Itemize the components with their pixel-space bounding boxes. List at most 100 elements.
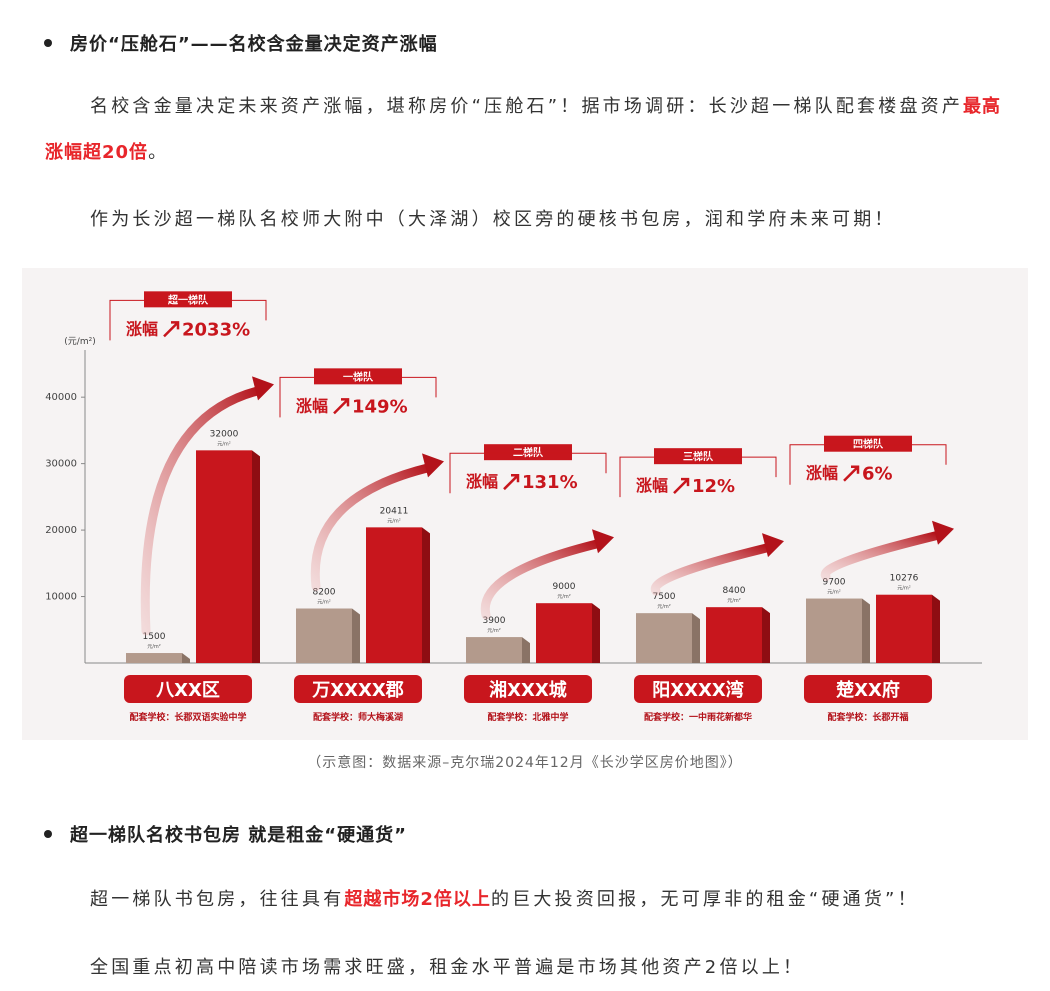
- bar-side: [592, 603, 600, 663]
- bar: [536, 603, 592, 663]
- school-label: 配套学校：长郡双语实验中学: [129, 711, 246, 723]
- section-heading: 超一梯队名校书包房 就是租金“硬通货”: [44, 821, 407, 847]
- bar: [636, 613, 692, 663]
- growth-label: 涨幅: [126, 319, 158, 338]
- bar-unit: 元/m²: [317, 600, 331, 606]
- tier-label: 四梯队: [853, 438, 884, 451]
- figure-caption: （示意图：数据来源–克尔瑞2024年12月《长沙学区房价地图》）: [307, 755, 743, 771]
- arrow-head: [762, 533, 784, 558]
- tier-badge: [314, 368, 402, 385]
- axis-unit: (元/m²): [64, 337, 95, 347]
- bar-side: [762, 607, 770, 663]
- bar-unit: 元/m²: [217, 441, 231, 447]
- text: 作为长沙超一梯队名校师大附中（大泽湖）校区旁的硬核书包房，润和学府未来可期！: [90, 209, 896, 230]
- growth-label: 涨幅: [806, 464, 838, 483]
- paragraph: 超一梯队书包房，往往具有超越市场2倍以上的巨大投资回报，无可厚非的租金“硬通货”…: [45, 877, 1010, 923]
- bar-value: 9700: [823, 578, 846, 588]
- growth-value: 131%: [522, 472, 578, 493]
- paragraph: 名校含金量决定未来资产涨幅，堪称房价“压舱石”！据市场调研：长沙超一梯队配套楼盘…: [45, 84, 1010, 176]
- category-label: 阳XXXX湾: [652, 679, 744, 701]
- bar-value: 8200: [313, 588, 336, 598]
- paragraph: 作为长沙超一梯队名校师大附中（大泽湖）校区旁的硬核书包房，润和学府未来可期！: [45, 197, 1010, 243]
- growth-arrow: [140, 385, 265, 636]
- y-tick-label: 10000: [45, 592, 77, 603]
- category-badge: [464, 675, 592, 703]
- growth-arrow: [820, 530, 945, 582]
- y-tick-label: 30000: [45, 459, 77, 470]
- tier-badge: [144, 291, 232, 308]
- bar-unit: 元/m²: [387, 518, 401, 524]
- arrow-head: [252, 376, 274, 401]
- growth-value: 2033%: [182, 319, 250, 340]
- growth-label: 涨幅: [636, 476, 668, 495]
- category-label: 万XXXX郡: [311, 680, 404, 701]
- bar-value: 1500: [143, 632, 166, 642]
- bar: [876, 594, 932, 663]
- bar-value: 8400: [723, 586, 746, 596]
- tier-frame: [449, 452, 607, 494]
- category-badge: [294, 675, 422, 703]
- bar-unit: 元/m²: [147, 644, 161, 650]
- category-badge: [634, 675, 762, 703]
- category-label: 楚XX府: [836, 679, 900, 701]
- bar-value: 20411: [380, 506, 409, 516]
- growth-value: 149%: [352, 396, 408, 417]
- bar-value: 9000: [553, 582, 576, 592]
- bar-side: [252, 450, 260, 663]
- school-label: 配套学校：北雅中学: [487, 711, 568, 723]
- bar-unit: 元/m²: [897, 586, 911, 592]
- text: 全国重点初高中陪读市场需求旺盛，租金水平普遍是市场其他资产2倍以上！: [90, 957, 805, 978]
- bar-value: 7500: [653, 592, 676, 602]
- tier-badge: [484, 444, 572, 461]
- school-label: 配套学校：师大梅溪湖: [313, 711, 403, 723]
- chart: (元/m²) 10000 20000 30000 40000 1500 元/m² 32000 元…: [22, 268, 1028, 740]
- text: 。: [148, 142, 170, 163]
- bar-side: [862, 598, 870, 663]
- school-label: 配套学校：一中雨花新都华: [644, 711, 752, 723]
- bar-unit: 元/m²: [827, 590, 841, 596]
- bar-side: [932, 594, 940, 663]
- growth-arrow: [480, 538, 605, 620]
- bar: [126, 653, 182, 663]
- category-badge: [124, 675, 252, 703]
- y-tick-label: 20000: [45, 525, 77, 536]
- bar-side: [422, 527, 430, 663]
- bar-side: [182, 653, 190, 663]
- highlight-text: 最高涨幅超20倍: [45, 96, 1002, 163]
- category-label: 八XX区: [156, 680, 220, 701]
- category-label: 湘XXX城: [489, 679, 567, 701]
- highlight-text: 超越市场2倍以上: [344, 889, 491, 910]
- bar-unit: 元/m²: [487, 628, 501, 634]
- tier-frame: [789, 444, 947, 485]
- growth-value: 12%: [692, 476, 735, 497]
- tier-badge: [824, 435, 912, 452]
- growth-arrow: [310, 462, 435, 592]
- tier-frame: [109, 299, 267, 341]
- bar: [366, 527, 422, 663]
- arrow-head: [422, 453, 444, 478]
- bar-unit: 元/m²: [557, 594, 571, 600]
- arrow-head: [932, 520, 954, 545]
- bar-value: 3900: [483, 616, 506, 626]
- bar-value: 10276: [890, 574, 919, 584]
- category-badge: [804, 675, 932, 703]
- growth-icon: [333, 398, 350, 415]
- tier-label: 三梯队: [683, 450, 714, 463]
- chart-background: [22, 268, 1028, 740]
- growth-icon: [843, 465, 860, 482]
- bar: [806, 598, 862, 663]
- bar-side: [522, 637, 530, 663]
- growth-icon: [503, 473, 520, 491]
- growth-value: 6%: [862, 464, 893, 485]
- growth-label: 涨幅: [296, 396, 328, 415]
- school-label: 配套学校：长郡开福: [827, 711, 908, 723]
- bar: [296, 608, 352, 663]
- text: 的巨大投资回报，无可厚非的租金“硬通货”！: [490, 889, 919, 910]
- growth-icon: [673, 477, 690, 495]
- growth-arrow: [650, 542, 775, 596]
- tier-badge: [654, 448, 742, 465]
- bar-unit: 元/m²: [727, 598, 741, 604]
- tier-frame: [279, 376, 437, 418]
- section-heading: 房价“压舱石”——名校含金量决定资产涨幅: [44, 30, 438, 56]
